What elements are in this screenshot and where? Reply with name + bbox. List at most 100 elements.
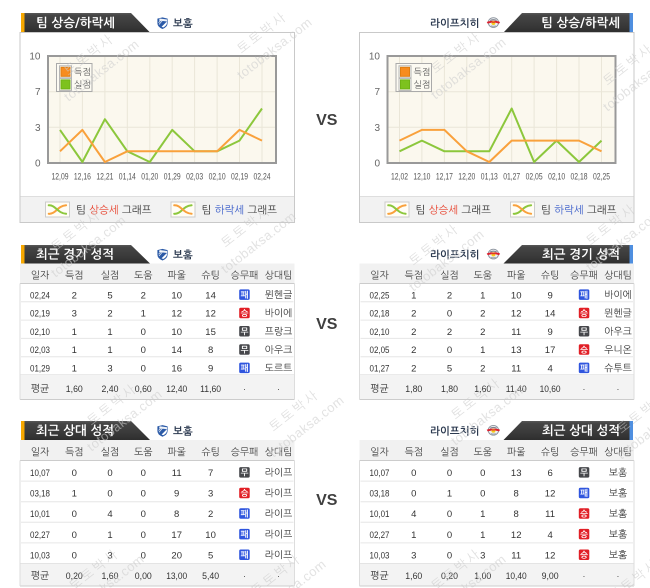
svg-text:1: 1 [72, 327, 77, 338]
svg-text:10,01: 10,01 [370, 509, 390, 520]
svg-text:3: 3 [107, 550, 112, 561]
svg-text:12,09: 12,09 [52, 171, 69, 182]
svg-text:0,20: 0,20 [66, 571, 83, 582]
svg-text:15: 15 [205, 327, 216, 338]
svg-text:02,24: 02,24 [254, 171, 271, 182]
svg-text:10,03: 10,03 [370, 550, 390, 561]
svg-text:10,03: 10,03 [30, 550, 50, 561]
svg-text:10,07: 10,07 [370, 468, 390, 479]
svg-text:12: 12 [511, 530, 522, 541]
svg-text:02,03: 02,03 [186, 171, 203, 182]
svg-text:0: 0 [411, 489, 416, 500]
svg-text:11: 11 [172, 468, 182, 479]
svg-text:8: 8 [208, 345, 213, 356]
svg-text:10: 10 [205, 530, 216, 541]
svg-text:14: 14 [205, 290, 216, 301]
svg-text:3: 3 [107, 364, 112, 375]
svg-text:·: · [582, 384, 585, 395]
svg-text:3: 3 [35, 123, 41, 134]
svg-text:02,10: 02,10 [548, 171, 565, 182]
svg-text:12,17: 12,17 [436, 171, 453, 182]
svg-text:0: 0 [141, 345, 146, 356]
svg-text:0: 0 [447, 309, 452, 320]
svg-text:13,00: 13,00 [166, 571, 187, 582]
svg-text:totobaksa.com: totobaksa.com [406, 226, 487, 294]
svg-text:3: 3 [480, 550, 485, 561]
svg-text:1: 1 [447, 489, 452, 500]
svg-text:1: 1 [141, 309, 146, 320]
svg-text:01,27: 01,27 [503, 171, 520, 182]
svg-text:3: 3 [374, 123, 380, 134]
svg-text:0,20: 0,20 [441, 571, 458, 582]
svg-text:10: 10 [369, 52, 381, 63]
svg-text:2: 2 [480, 309, 485, 320]
svg-text:12,21: 12,21 [96, 171, 113, 182]
svg-text:03,18: 03,18 [30, 489, 50, 500]
svg-text:9,00: 9,00 [542, 571, 559, 582]
svg-text:02,19: 02,19 [231, 171, 248, 182]
svg-text:9: 9 [547, 290, 552, 301]
svg-text:02,10: 02,10 [30, 327, 50, 338]
svg-text:1: 1 [411, 530, 416, 541]
svg-text:2: 2 [480, 327, 485, 338]
svg-text:·: · [582, 571, 585, 582]
svg-text:01,27: 01,27 [370, 364, 390, 375]
svg-text:10,60: 10,60 [540, 384, 561, 395]
svg-text:1,60: 1,60 [66, 384, 83, 395]
svg-text:2,40: 2,40 [102, 384, 119, 395]
svg-text:02,05: 02,05 [526, 171, 543, 182]
svg-text:0: 0 [141, 509, 146, 520]
svg-text:10,07: 10,07 [30, 468, 50, 479]
svg-text:1: 1 [107, 530, 112, 541]
svg-text:7: 7 [35, 87, 41, 98]
svg-text:2: 2 [411, 345, 416, 356]
svg-text:8: 8 [514, 489, 519, 500]
svg-text:9: 9 [547, 327, 552, 338]
svg-text:12: 12 [511, 309, 522, 320]
svg-text:02,25: 02,25 [593, 171, 610, 182]
svg-text:1: 1 [480, 530, 485, 541]
svg-text:12,02: 12,02 [391, 171, 408, 182]
svg-text:02,18: 02,18 [370, 309, 390, 320]
svg-text:01,20: 01,20 [141, 171, 158, 182]
svg-text:01,29: 01,29 [30, 364, 50, 375]
svg-text:8: 8 [514, 509, 519, 520]
svg-text:11: 11 [511, 327, 521, 338]
svg-text:0: 0 [141, 489, 146, 500]
svg-text:01,14: 01,14 [119, 171, 136, 182]
svg-text:0: 0 [480, 468, 485, 479]
svg-text:12,16: 12,16 [74, 171, 91, 182]
svg-text:5: 5 [447, 364, 452, 375]
svg-text:·: · [243, 571, 246, 582]
svg-text:1: 1 [480, 345, 485, 356]
svg-text:10: 10 [511, 290, 522, 301]
svg-text:11,40: 11,40 [506, 384, 527, 395]
svg-text:4: 4 [547, 530, 552, 541]
svg-text:·: · [277, 384, 280, 395]
svg-text:1: 1 [72, 345, 77, 356]
svg-text:10,01: 10,01 [30, 509, 50, 520]
svg-text:7: 7 [374, 87, 380, 98]
svg-text:0,00: 0,00 [135, 571, 152, 582]
svg-text:1: 1 [107, 327, 112, 338]
svg-text:12: 12 [171, 309, 182, 320]
svg-text:0: 0 [447, 530, 452, 541]
svg-text:01,13: 01,13 [481, 171, 498, 182]
svg-text:02,19: 02,19 [30, 309, 50, 320]
svg-text:12: 12 [545, 489, 556, 500]
svg-text:12,40: 12,40 [166, 384, 187, 395]
svg-text:0: 0 [141, 327, 146, 338]
svg-text:02,25: 02,25 [370, 290, 390, 301]
svg-text:20: 20 [171, 550, 182, 561]
svg-text:5,40: 5,40 [202, 571, 219, 582]
svg-text:2: 2 [480, 364, 485, 375]
svg-text:4: 4 [107, 509, 112, 520]
svg-text:0: 0 [447, 468, 452, 479]
svg-text:11: 11 [511, 364, 521, 375]
svg-text:7: 7 [208, 468, 213, 479]
svg-text:4: 4 [411, 509, 416, 520]
svg-text:0: 0 [141, 550, 146, 561]
svg-text:2: 2 [72, 290, 77, 301]
svg-text:1,80: 1,80 [441, 384, 458, 395]
svg-text:2: 2 [411, 309, 416, 320]
